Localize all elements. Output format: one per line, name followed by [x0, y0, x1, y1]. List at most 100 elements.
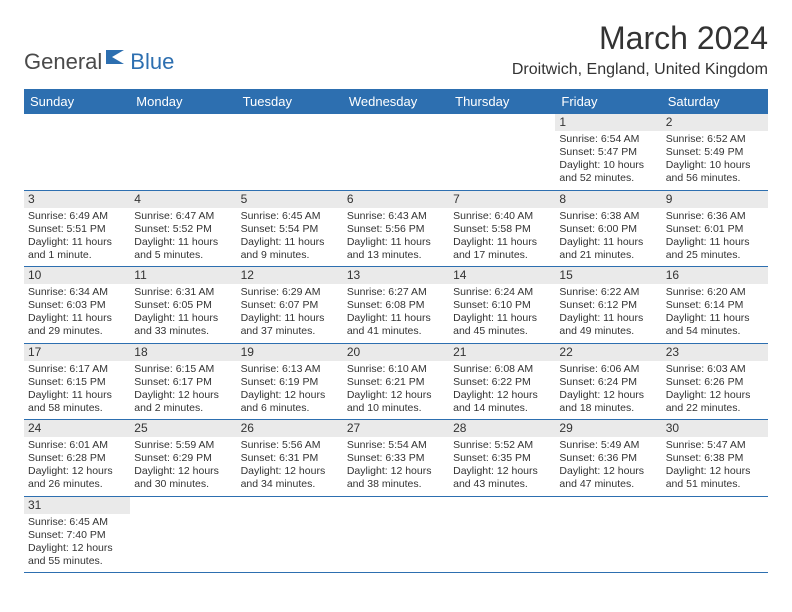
- daylight-line: Daylight: 12 hours and 10 minutes.: [347, 389, 445, 415]
- day-number: 17: [24, 344, 130, 361]
- daylight-line: Daylight: 11 hours and 45 minutes.: [453, 312, 551, 338]
- day-header: Friday: [555, 89, 661, 114]
- day-cell: 16Sunrise: 6:20 AMSunset: 6:14 PMDayligh…: [662, 267, 768, 343]
- sunrise-line: Sunrise: 6:49 AM: [28, 210, 126, 223]
- sunrise-line: Sunrise: 6:29 AM: [241, 286, 339, 299]
- day-cell: 6Sunrise: 6:43 AMSunset: 5:56 PMDaylight…: [343, 191, 449, 267]
- day-cell: 7Sunrise: 6:40 AMSunset: 5:58 PMDaylight…: [449, 191, 555, 267]
- day-cell: 21Sunrise: 6:08 AMSunset: 6:22 PMDayligh…: [449, 344, 555, 420]
- daylight-line: Daylight: 12 hours and 2 minutes.: [134, 389, 232, 415]
- empty-cell: [24, 114, 130, 190]
- day-header: Sunday: [24, 89, 130, 114]
- sunrise-line: Sunrise: 6:52 AM: [666, 133, 764, 146]
- week-row: 31Sunrise: 6:45 AMSunset: 7:40 PMDayligh…: [24, 497, 768, 573]
- day-number: 24: [24, 420, 130, 437]
- week-row: 17 Sunrise: 6:17 AMSunset: 6:15 PM Dayligh…: [24, 344, 768, 421]
- sunset-line: Sunset: 5:56 PM: [347, 223, 445, 236]
- sunrise-line: Sunrise: 6:45 AM: [241, 210, 339, 223]
- sunrise-line: Sunrise: 6:47 AM: [134, 210, 232, 223]
- day-header: Tuesday: [237, 89, 343, 114]
- sunrise-line: Sunrise: 6:31 AM: [134, 286, 232, 299]
- day-cell: 25Sunrise: 5:59 AMSunset: 6:29 PMDayligh…: [130, 420, 236, 496]
- day-cell: 13Sunrise: 6:27 AMSunset: 6:08 PMDayligh…: [343, 267, 449, 343]
- sunset-line: Sunset: 6:31 PM: [241, 452, 339, 465]
- week-row: 10Sunrise: 6:34 AMSunset: 6:03 PMDayligh…: [24, 267, 768, 344]
- sunset-line: Sunset: 6:10 PM: [453, 299, 551, 312]
- empty-cell: [130, 497, 236, 573]
- day-header: Saturday: [662, 89, 768, 114]
- sunrise-line: Sunrise: 6:34 AM: [28, 286, 126, 299]
- day-number: 10: [24, 267, 130, 284]
- day-cell: 29 Sunrise: 5:49 AMSunset: 6:36 PMDayligh…: [555, 420, 661, 496]
- day-header-row: SundayMondayTuesdayWednesdayThursdayFrid…: [24, 89, 768, 114]
- sunset-line: Sunset: 5:47 PM: [559, 146, 657, 159]
- day-number: 3: [24, 191, 130, 208]
- page-header: General Blue March 2024 Droitwich, Engla…: [24, 20, 768, 79]
- day-number: 5: [237, 191, 343, 208]
- daylight-line: Daylight: 10 hours and 56 minutes.: [666, 159, 764, 185]
- day-number: 1: [555, 114, 661, 131]
- day-cell: 26Sunrise: 5:56 AMSunset: 6:31 PMDayligh…: [237, 420, 343, 496]
- sunset-line: Sunset: 6:14 PM: [666, 299, 764, 312]
- day-cell: 10 Sunrise: 6:34 AMSunset: 6:03 PMDayligh…: [24, 267, 130, 343]
- sunrise-line: Sunrise: 6:45 AM: [28, 516, 126, 529]
- day-header: Thursday: [449, 89, 555, 114]
- day-number: 22: [555, 344, 661, 361]
- day-cell: 12Sunrise: 6:29 AMSunset: 6:07 PMDayligh…: [237, 267, 343, 343]
- day-number: 14: [449, 267, 555, 284]
- daylight-line: Daylight: 12 hours and 43 minutes.: [453, 465, 551, 491]
- sunrise-line: Sunrise: 6:36 AM: [666, 210, 764, 223]
- daylight-line: Daylight: 11 hours and 49 minutes.: [559, 312, 657, 338]
- sunset-line: Sunset: 5:54 PM: [241, 223, 339, 236]
- sunset-line: Sunset: 5:52 PM: [134, 223, 232, 236]
- day-number: 27: [343, 420, 449, 437]
- sunset-line: Sunset: 6:08 PM: [347, 299, 445, 312]
- sunset-line: Sunset: 6:36 PM: [559, 452, 657, 465]
- sunset-line: Sunset: 6:29 PM: [134, 452, 232, 465]
- daylight-line: Daylight: 12 hours and 30 minutes.: [134, 465, 232, 491]
- day-number: 19: [237, 344, 343, 361]
- daylight-line: Daylight: 11 hours and 17 minutes.: [453, 236, 551, 262]
- logo-text-blue: Blue: [130, 49, 174, 75]
- sunset-line: Sunset: 6:15 PM: [28, 376, 126, 389]
- daylight-line: Daylight: 11 hours and 25 minutes.: [666, 236, 764, 262]
- sunrise-line: Sunrise: 5:47 AM: [666, 439, 764, 452]
- day-number: 29: [555, 420, 661, 437]
- day-number: 23: [662, 344, 768, 361]
- day-cell: 28Sunrise: 5:52 AMSunset: 6:35 PMDayligh…: [449, 420, 555, 496]
- day-number: 21: [449, 344, 555, 361]
- sunrise-line: Sunrise: 6:17 AM: [28, 363, 126, 376]
- day-cell: 19Sunrise: 6:13 AMSunset: 6:19 PMDayligh…: [237, 344, 343, 420]
- daylight-line: Daylight: 11 hours and 29 minutes.: [28, 312, 126, 338]
- sunrise-line: Sunrise: 5:49 AM: [559, 439, 657, 452]
- daylight-line: Daylight: 11 hours and 33 minutes.: [134, 312, 232, 338]
- location-text: Droitwich, England, United Kingdom: [512, 61, 768, 79]
- sunrise-line: Sunrise: 6:10 AM: [347, 363, 445, 376]
- day-cell: 22Sunrise: 6:06 AMSunset: 6:24 PMDayligh…: [555, 344, 661, 420]
- day-cell: 23Sunrise: 6:03 AMSunset: 6:26 PMDayligh…: [662, 344, 768, 420]
- sunrise-line: Sunrise: 6:15 AM: [134, 363, 232, 376]
- sunset-line: Sunset: 6:03 PM: [28, 299, 126, 312]
- sunrise-line: Sunrise: 5:59 AM: [134, 439, 232, 452]
- sunset-line: Sunset: 6:07 PM: [241, 299, 339, 312]
- empty-cell: [237, 114, 343, 190]
- daylight-line: Daylight: 12 hours and 55 minutes.: [28, 542, 126, 568]
- daylight-line: Daylight: 10 hours and 52 minutes.: [559, 159, 657, 185]
- sunset-line: Sunset: 6:22 PM: [453, 376, 551, 389]
- sunrise-line: Sunrise: 6:06 AM: [559, 363, 657, 376]
- sunrise-line: Sunrise: 6:38 AM: [559, 210, 657, 223]
- week-row: 3Sunrise: 6:49 AMSunset: 5:51 PMDaylight…: [24, 191, 768, 268]
- day-number: 15: [555, 267, 661, 284]
- daylight-line: Daylight: 12 hours and 34 minutes.: [241, 465, 339, 491]
- day-cell: 4Sunrise: 6:47 AMSunset: 5:52 PMDaylight…: [130, 191, 236, 267]
- daylight-line: Daylight: 12 hours and 47 minutes.: [559, 465, 657, 491]
- day-cell: 30Sunrise: 5:47 AMSunset: 6:38 PMDayligh…: [662, 420, 768, 496]
- sunrise-line: Sunrise: 5:54 AM: [347, 439, 445, 452]
- sunrise-line: Sunrise: 6:13 AM: [241, 363, 339, 376]
- day-number: 30: [662, 420, 768, 437]
- day-number: 9: [662, 191, 768, 208]
- empty-cell: [130, 114, 236, 190]
- sunrise-line: Sunrise: 6:08 AM: [453, 363, 551, 376]
- sunset-line: Sunset: 6:26 PM: [666, 376, 764, 389]
- empty-cell: [449, 497, 555, 573]
